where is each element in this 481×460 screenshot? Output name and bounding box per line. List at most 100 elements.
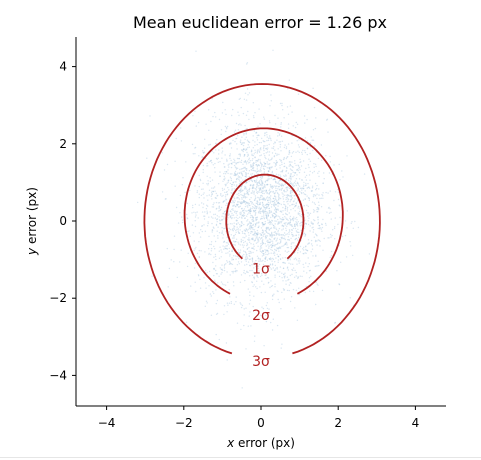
scatter-point [236,204,239,206]
scatter-point [282,225,284,227]
scatter-point [255,202,257,204]
scatter-point [304,122,306,124]
scatter-point [231,183,233,186]
scatter-point [235,269,237,272]
scatter-point [231,249,233,251]
scatter-point [233,225,236,228]
scatter-point [299,161,301,164]
scatter-point [208,235,210,238]
scatter-point [287,143,290,145]
scatter-point [239,141,241,143]
scatter-point [256,280,258,282]
scatter-point [227,164,229,166]
scatter-point [266,216,268,218]
scatter-point [279,254,281,256]
scatter-point [311,248,314,250]
scatter-point [271,244,274,246]
scatter-point [282,267,285,270]
scatter-point [254,151,256,154]
scatter-point [329,256,331,259]
scatter-point [238,206,240,208]
scatter-point [211,231,213,233]
scatter-point [249,239,251,241]
scatter-point [289,274,291,277]
scatter-point [243,324,245,327]
scatter-point [260,154,262,156]
scatter-point [278,185,280,188]
scatter-point [267,163,269,165]
scatter-point [290,179,292,181]
scatter-point [291,242,293,244]
scatter-point [211,190,213,192]
scatter-point [286,223,289,226]
scatter-point [298,231,300,234]
scatter-point [226,236,228,239]
scatter-point [287,194,290,196]
scatter-point [275,228,278,231]
scatter-point [250,325,252,327]
scatter-point [275,173,278,175]
scatter-point [262,250,264,252]
scatter-point [278,256,280,258]
scatter-point [305,184,307,186]
scatter-point [288,239,290,241]
scatter-point [271,186,273,188]
scatter-point [253,179,256,182]
scatter-point [288,150,291,152]
scatter-point [293,195,295,197]
scatter-point [234,267,236,270]
scatter-point [246,271,248,273]
scatter-point [229,255,231,257]
scatter-point [295,234,297,237]
scatter-point [227,242,229,244]
scatter-point [309,230,311,232]
scatter-point [263,145,265,147]
scatter-point [263,253,265,255]
scatter-point [268,219,270,221]
scatter-point [256,233,259,236]
scatter-point [261,251,263,253]
scatter-point [311,190,313,192]
scatter-point [283,277,286,279]
scatter-point [274,180,277,183]
scatter-point [269,238,272,241]
scatter-point [251,190,254,192]
scatter-point [269,169,271,171]
scatter-point [219,246,221,248]
scatter-point [241,214,244,217]
scatter-point [249,225,251,227]
scatter-point [239,189,242,192]
scatter-point [245,174,247,176]
scatter-point [277,223,279,225]
scatter-point [243,192,246,195]
scatter-point [268,193,270,195]
scatter-point [297,182,299,185]
scatter-point [289,222,291,224]
scatter-point [297,184,300,186]
scatter-point [317,207,319,209]
scatter-point [294,126,297,129]
scatter-point [245,148,248,151]
scatter-point [311,190,313,192]
scatter-point [272,200,274,202]
scatter-point [244,230,247,232]
scatter-point [338,283,340,285]
scatter-point [234,161,236,164]
scatter-point [218,250,220,252]
scatter-point [250,166,252,168]
scatter-point [254,261,256,264]
scatter-point [217,194,219,197]
scatter-point [206,162,208,165]
scatter-point [334,226,336,228]
scatter-point [318,224,320,227]
scatter-point [249,264,251,267]
scatter-point [341,235,344,238]
scatter-point [288,278,290,281]
scatter-point [235,163,237,165]
scatter-point [314,233,317,235]
scatter-point [268,154,270,156]
scatter-point [284,256,286,259]
scatter-point [283,261,285,264]
scatter-point [265,207,267,209]
scatter-point [268,229,271,231]
